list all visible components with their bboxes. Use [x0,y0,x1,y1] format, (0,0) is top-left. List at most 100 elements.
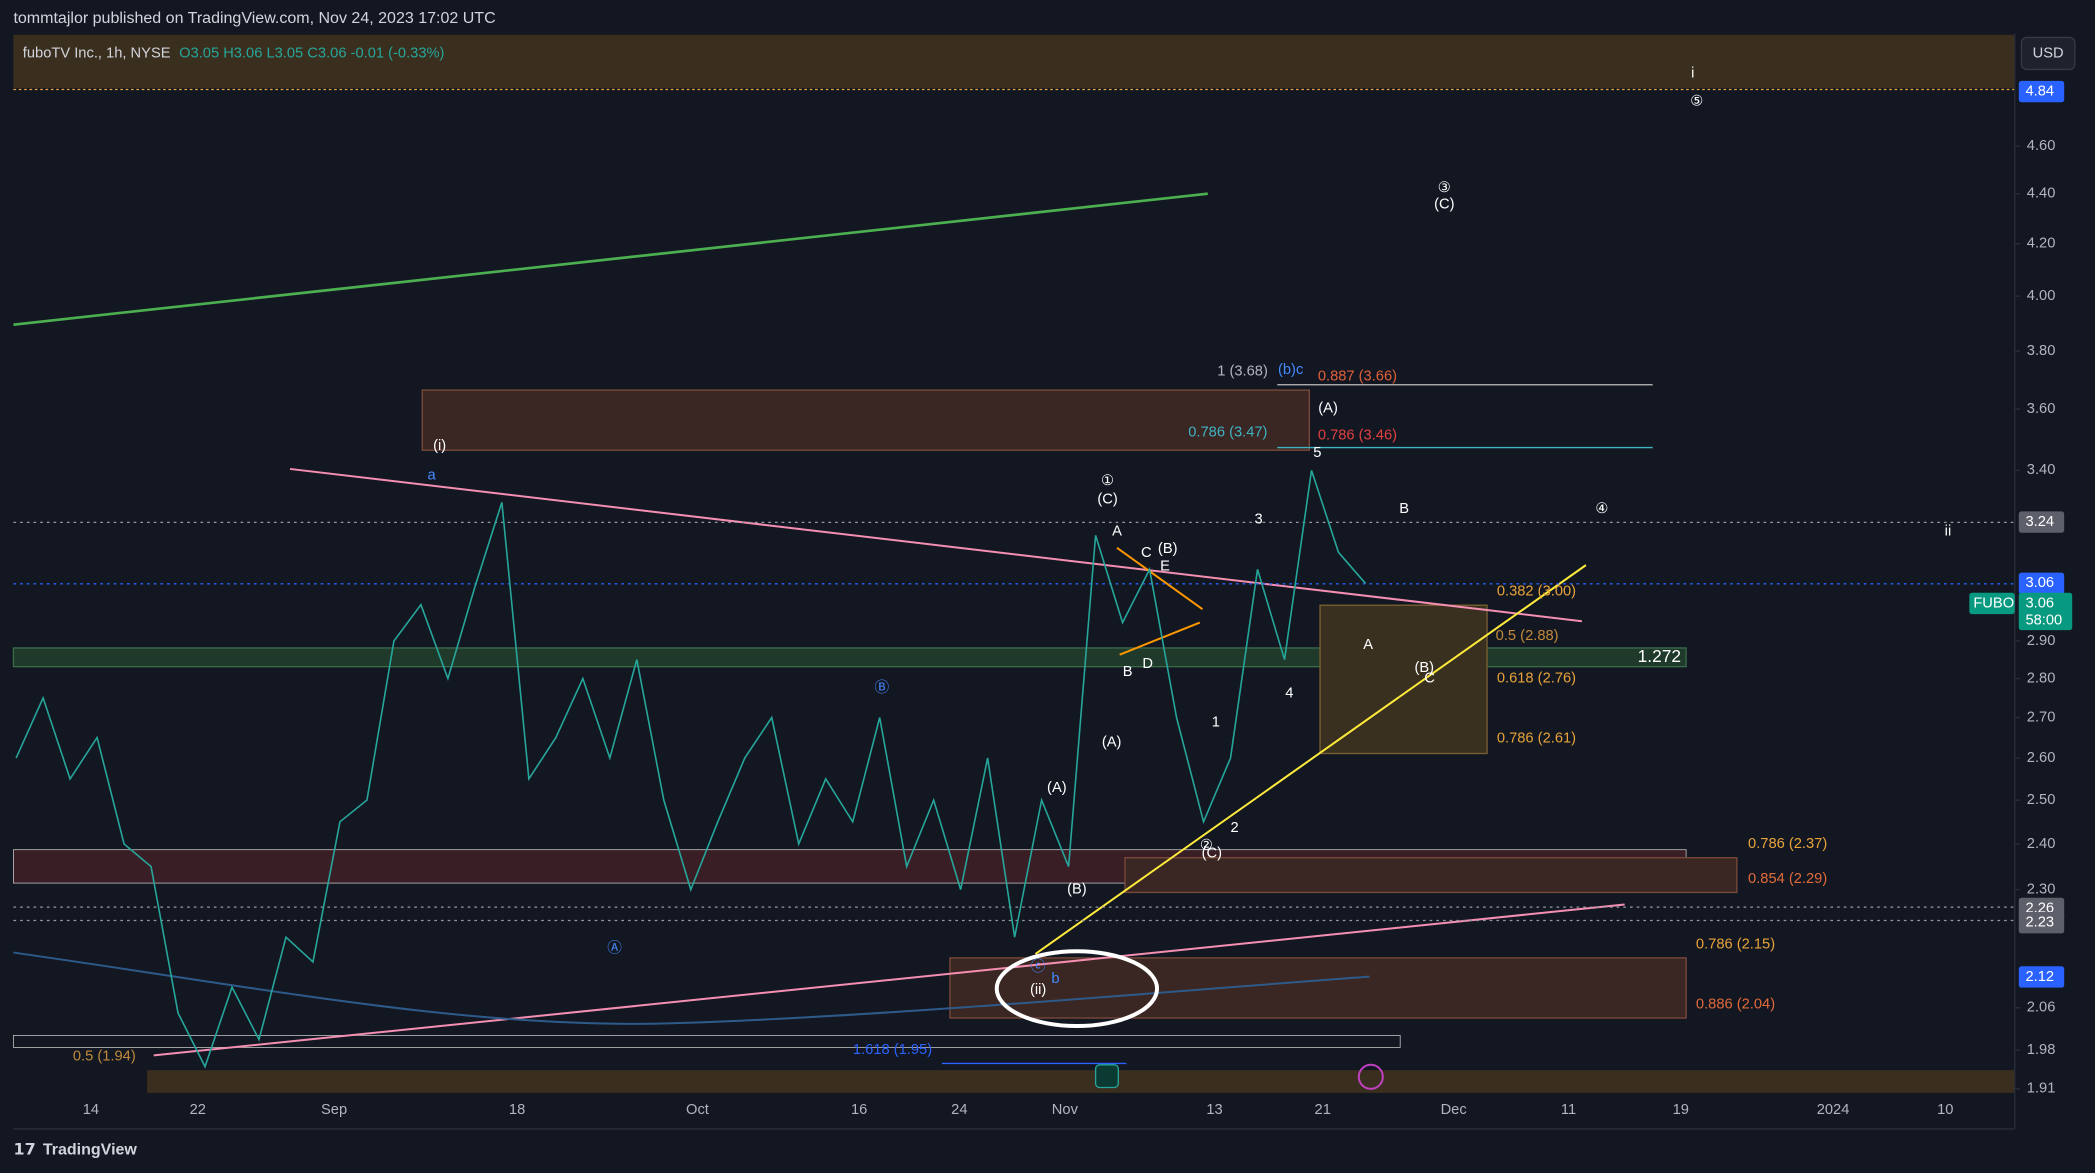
currency-button[interactable] [2020,36,2076,71]
price-badge-label: 3.24 [2025,514,2054,530]
annotation: (B) [1067,882,1087,898]
annotation: (ii) [1030,982,1046,998]
logo: TradingView [43,1141,138,1159]
price-badge-label: 4.84 [2025,83,2054,99]
last-badge [2018,592,2073,631]
annotation: 0.786 (2.61) [1497,731,1576,747]
zones [12,389,2015,1093]
annotation: 0.786 (2.15) [1696,936,1775,952]
annotation: C [1424,671,1435,687]
y-tick-label: 4.60 [2027,138,2056,154]
annotation: ① [1101,473,1114,489]
annotation: (B) [1414,660,1434,676]
annotation: (b)c [1278,362,1303,378]
annotation: 1 (3.68) [1217,363,1268,379]
last-price: 3.06 [2025,595,2054,611]
annotation: (B) [1158,541,1178,557]
x-tick-label: Sep [321,1102,347,1118]
annotation: (C) [1202,846,1222,862]
annotation: 0.5 (2.88) [1496,628,1559,644]
annotation: C [1141,545,1152,561]
annotation: Ⓑ [874,679,889,696]
annotation: ④ [1595,501,1608,517]
annotation: 0.887 (3.66) [1318,369,1397,385]
annotation: 1.618 (1.95) [853,1042,932,1058]
x-tick-label: 10 [1937,1102,1953,1118]
annotation: 1.272 [1638,646,1681,666]
annotation: D [1142,656,1153,672]
annotation: 0.786 (2.37) [1748,836,1827,852]
annotation: (C) [1097,492,1117,508]
symbol: FUBO [1973,595,2014,611]
y-tick-label: 2.30 [2027,881,2056,897]
annotation: 0.886 (2.04) [1696,997,1775,1013]
countdown: 58:00 [2025,613,2062,629]
symbol-badge [1969,592,2015,615]
logo-mark: 𝟭𝟳 [13,1141,35,1159]
annotation: ⑤ [1690,93,1703,109]
annotation: 0.786 (3.46) [1318,427,1397,443]
ohlc: O3.05 H3.06 L3.05 C3.06 -0.01 (-0.33%) [179,45,444,61]
publisher: tommtajlor published on TradingView.com,… [13,9,495,27]
annotation: ii [1945,524,1952,540]
annotation: ⓒ [1031,958,1046,975]
legend: fuboTV Inc., 1h, NYSE [23,45,171,61]
price-badge [2018,912,2065,934]
price-badge [2018,511,2065,533]
x-tick-label: 14 [83,1102,99,1118]
currency[interactable]: USD [2033,45,2064,61]
annotation: 0.382 (3.00) [1497,584,1576,600]
annotation: 0.618 (2.76) [1497,671,1576,687]
y-tick-label: 2.80 [2027,670,2056,686]
annotation: 2 [1230,820,1238,836]
annotation: (i) [433,438,446,454]
price-badge [2018,966,2065,988]
x-tick-label: 2024 [1817,1102,1850,1118]
annotation: i [1691,65,1694,81]
y-tick-label: 4.20 [2027,236,2056,252]
x-tick-label: 19 [1673,1102,1689,1118]
y-tick-label: 2.70 [2027,709,2056,725]
annotation: a [428,467,437,483]
price-badge [2018,572,2065,595]
annotation: E [1160,558,1170,574]
annotation: A [1112,524,1122,540]
annotation: 0.786 (3.47) [1188,425,1267,441]
x-tick-label: 18 [509,1102,525,1118]
annotation: ③ [1438,180,1451,196]
y-tick-label: 1.91 [2027,1081,2056,1097]
annotation: 5 [1313,445,1321,461]
y-tick-label: 2.40 [2027,836,2056,852]
annotation: 4 [1285,685,1293,701]
annotation: 3 [1255,512,1263,528]
x-tick-label: Oct [686,1102,709,1118]
x-tick-label: 11 [1561,1102,1576,1118]
price-badge-label: 2.23 [2025,915,2054,931]
y-tick-label: 1.98 [2027,1042,2056,1058]
annotation: (A) [1102,735,1122,751]
x-tick-label: 24 [951,1102,967,1118]
price-badge [2018,80,2065,103]
annotation: A [1363,637,1373,653]
zone [13,34,2015,89]
y-tick-label: 3.80 [2027,343,2056,359]
annotation: B [1123,664,1133,680]
x-tick-label: 22 [190,1102,206,1118]
y-tick-label: 3.40 [2027,462,2056,478]
annotation: 0.854 (2.29) [1748,871,1827,887]
x-tick-label: Nov [1052,1102,1079,1118]
annotation: (A) [1318,401,1338,417]
x-tick-label: 13 [1206,1102,1222,1118]
y-tick-label: 4.00 [2027,288,2056,304]
annotation: ② [1200,838,1213,854]
x-tick-label: Dec [1441,1102,1467,1118]
y-tick-label: 4.40 [2027,186,2056,202]
price-badge-label: 3.06 [2025,575,2054,591]
y-tick-label: 2.50 [2027,792,2056,808]
y-tick-label: 2.90 [2027,633,2056,649]
annotation: (C) [1434,196,1454,212]
annotation: Ⓐ [607,939,622,956]
drawings [13,192,2015,1090]
